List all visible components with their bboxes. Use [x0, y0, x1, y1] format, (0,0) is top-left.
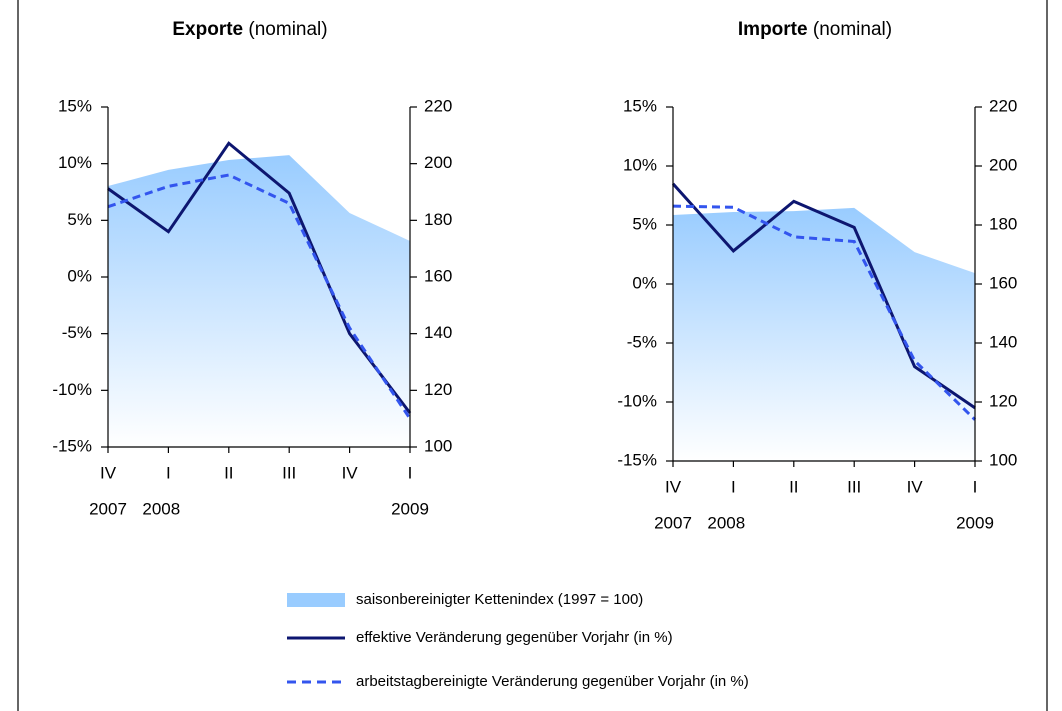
x-year-label: 2009	[391, 499, 429, 518]
legend-label: effektive Veränderung gegenüber Vorjahr …	[356, 629, 673, 646]
y-tick-label: 10%	[58, 153, 92, 172]
x-year-label: 2008	[142, 499, 180, 518]
x-tick-label: II	[789, 477, 798, 496]
adjusted-line	[672, 204, 977, 421]
index-area	[108, 155, 410, 447]
x-tick-label: IV	[100, 463, 117, 482]
y2-tick-label: 200	[424, 153, 452, 172]
y2-tick-label: 140	[989, 332, 1017, 351]
y-tick-label: 15%	[623, 96, 657, 115]
x-tick-label: IV	[665, 477, 682, 496]
y-tick-label: -15%	[52, 436, 92, 455]
y-tick-label: 0%	[67, 266, 92, 285]
y2-tick-label: 180	[989, 214, 1017, 233]
x-year-label: 2009	[956, 513, 994, 532]
x-year-label: 2007	[654, 513, 692, 532]
x-year-label: 2007	[89, 499, 127, 518]
x-tick-label: II	[224, 463, 233, 482]
y-tick-label: -5%	[627, 332, 657, 351]
y2-tick-label: 220	[424, 96, 452, 115]
y2-tick-label: 120	[989, 391, 1017, 410]
chart-title: Importe (nominal)	[738, 19, 892, 40]
y-tick-label: -5%	[62, 323, 92, 342]
x-tick-label: I	[408, 463, 413, 482]
chart-title: Exporte (nominal)	[172, 19, 327, 40]
x-year-label: 2008	[707, 513, 745, 532]
x-tick-label: III	[847, 477, 861, 496]
y2-tick-label: 140	[424, 323, 452, 342]
y2-tick-label: 100	[989, 450, 1017, 469]
x-tick-label: IV	[907, 477, 924, 496]
effective-line	[107, 141, 412, 414]
y2-tick-label: 200	[989, 155, 1017, 174]
y-tick-label: -10%	[52, 380, 92, 399]
y-tick-label: 10%	[623, 155, 657, 174]
title-note: (nominal)	[248, 19, 327, 40]
y-tick-label: -15%	[617, 450, 657, 469]
x-tick-label: III	[282, 463, 296, 482]
x-tick-label: I	[731, 477, 736, 496]
legend-label: arbeitstagbereinigte Veränderung gegenüb…	[356, 673, 749, 690]
y-tick-label: 15%	[58, 96, 92, 115]
adjusted-line	[107, 173, 412, 420]
y-tick-label: 0%	[632, 273, 657, 292]
y2-tick-label: 220	[989, 96, 1017, 115]
y2-tick-label: 100	[424, 436, 452, 455]
y2-tick-label: 180	[424, 210, 452, 229]
effective-line	[671, 182, 976, 410]
title-main: Importe	[738, 19, 808, 40]
legend-label: saisonbereinigter Kettenindex (1997 = 10…	[356, 591, 643, 608]
y-tick-label: 5%	[632, 214, 657, 233]
y-tick-label: -10%	[617, 391, 657, 410]
x-tick-label: I	[973, 477, 978, 496]
index-area	[673, 207, 975, 461]
frame	[17, 0, 1048, 711]
title-main: Exporte	[172, 19, 243, 40]
title-note: (nominal)	[813, 19, 892, 40]
y2-tick-label: 120	[424, 380, 452, 399]
y-tick-label: 5%	[67, 210, 92, 229]
x-tick-label: IV	[342, 463, 359, 482]
y2-tick-label: 160	[424, 266, 452, 285]
x-tick-label: I	[166, 463, 171, 482]
y2-tick-label: 160	[989, 273, 1017, 292]
legend-swatch	[287, 593, 345, 607]
